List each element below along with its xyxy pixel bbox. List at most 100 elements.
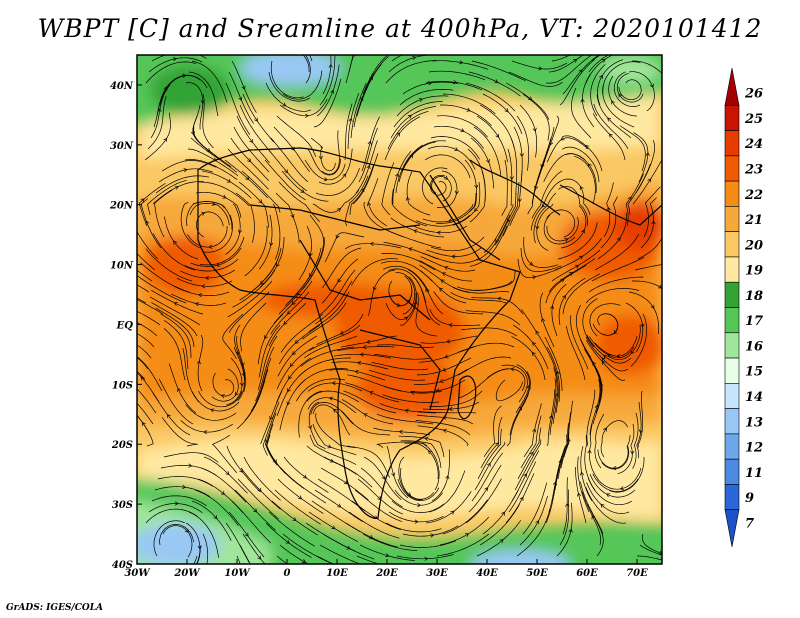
streamline	[505, 473, 535, 524]
streamline	[562, 135, 603, 172]
streamline-arrow	[529, 451, 534, 456]
streamline-arrow	[264, 335, 268, 340]
streamline	[395, 144, 424, 194]
streamline	[278, 324, 321, 365]
streamline	[310, 402, 354, 425]
lat-tick-label: 10S	[112, 380, 133, 391]
streamline	[554, 238, 602, 271]
streamline	[483, 405, 502, 458]
streamline	[442, 93, 496, 115]
lon-tick-label: 30W	[124, 568, 151, 579]
streamline	[477, 428, 502, 480]
streamline	[590, 64, 606, 117]
streamline	[298, 225, 312, 280]
streamline	[350, 83, 367, 139]
streamline	[543, 214, 576, 245]
streamline	[233, 126, 270, 173]
streamline-arrow	[183, 168, 188, 173]
streamline	[158, 168, 214, 183]
streamline-arrow	[651, 220, 656, 225]
streamline	[306, 390, 360, 403]
streamline	[192, 391, 240, 412]
streamline	[147, 96, 167, 150]
streamline-arrow	[529, 261, 534, 266]
streamline	[384, 116, 421, 161]
streamline-arrow	[257, 555, 262, 560]
streamline-arrow	[241, 85, 246, 90]
streamline	[619, 125, 646, 172]
streamline	[224, 159, 268, 199]
streamline-arrow	[225, 471, 230, 476]
streamline	[400, 467, 435, 500]
streamline	[609, 457, 645, 493]
streamline-arrow	[331, 525, 336, 530]
streamline	[259, 237, 285, 288]
streamline-arrow	[448, 323, 453, 328]
map-axes: 30W 20W 10W 0 10E 20E 30E 40E 50E 60E 70E 40N 30N 20N…	[109, 81, 648, 579]
streamline	[265, 82, 312, 112]
streamline-arrow	[201, 284, 206, 289]
streamline	[429, 174, 447, 196]
streamline-arrow	[576, 492, 582, 497]
streamline	[244, 225, 268, 277]
streamline	[345, 382, 400, 403]
streamline	[227, 148, 269, 190]
streamline	[597, 445, 629, 469]
streamline	[265, 412, 278, 466]
streamline	[607, 324, 641, 361]
streamline	[153, 520, 185, 557]
streamline	[180, 269, 236, 279]
streamline	[307, 397, 357, 414]
streamline-arrow	[486, 462, 491, 467]
streamline	[585, 487, 627, 524]
streamline	[588, 55, 610, 73]
streamline	[356, 64, 382, 117]
streamline	[154, 486, 211, 497]
streamline	[226, 445, 261, 493]
streamline	[600, 196, 618, 249]
streamline-arrow	[166, 413, 171, 419]
streamline-arrow	[611, 100, 615, 105]
streamline	[637, 555, 662, 561]
streamline	[557, 423, 569, 480]
streamline	[562, 273, 601, 315]
streamline-arrow	[222, 194, 227, 199]
streamline	[349, 164, 375, 216]
streamline	[151, 55, 207, 62]
streamline	[390, 106, 437, 139]
streamline	[371, 362, 429, 371]
streamline	[352, 153, 379, 205]
streamline	[408, 269, 444, 315]
lon-tick-label: 10W	[224, 568, 251, 579]
streamline-arrow	[418, 98, 423, 103]
streamline	[398, 435, 445, 458]
streamline-arrow	[198, 293, 203, 298]
streamline-arrow	[532, 275, 537, 280]
streamline	[511, 336, 546, 381]
streamline-arrow	[173, 240, 178, 245]
streamline	[211, 434, 238, 473]
streamline-arrow	[157, 108, 162, 113]
streamline	[566, 326, 586, 381]
streamline	[201, 170, 252, 199]
streamline	[642, 533, 662, 555]
streamline	[304, 159, 346, 181]
streamline-arrow	[564, 238, 569, 243]
streamline	[230, 137, 270, 182]
streamline	[616, 72, 644, 103]
streamline	[274, 489, 321, 525]
streamline-arrow	[287, 388, 291, 393]
streamline-arrow	[359, 96, 364, 101]
streamline	[585, 336, 629, 372]
streamline-arrow	[607, 117, 612, 122]
streamline-arrow	[474, 184, 479, 189]
streamline	[137, 284, 150, 293]
streamline-arrow	[205, 275, 209, 281]
streamline	[187, 225, 228, 248]
streamline-arrow	[436, 230, 441, 235]
streamline	[158, 378, 194, 425]
streamline	[464, 159, 478, 213]
streamline-arrow	[650, 304, 655, 310]
streamline	[259, 214, 273, 270]
streamline	[427, 145, 476, 170]
